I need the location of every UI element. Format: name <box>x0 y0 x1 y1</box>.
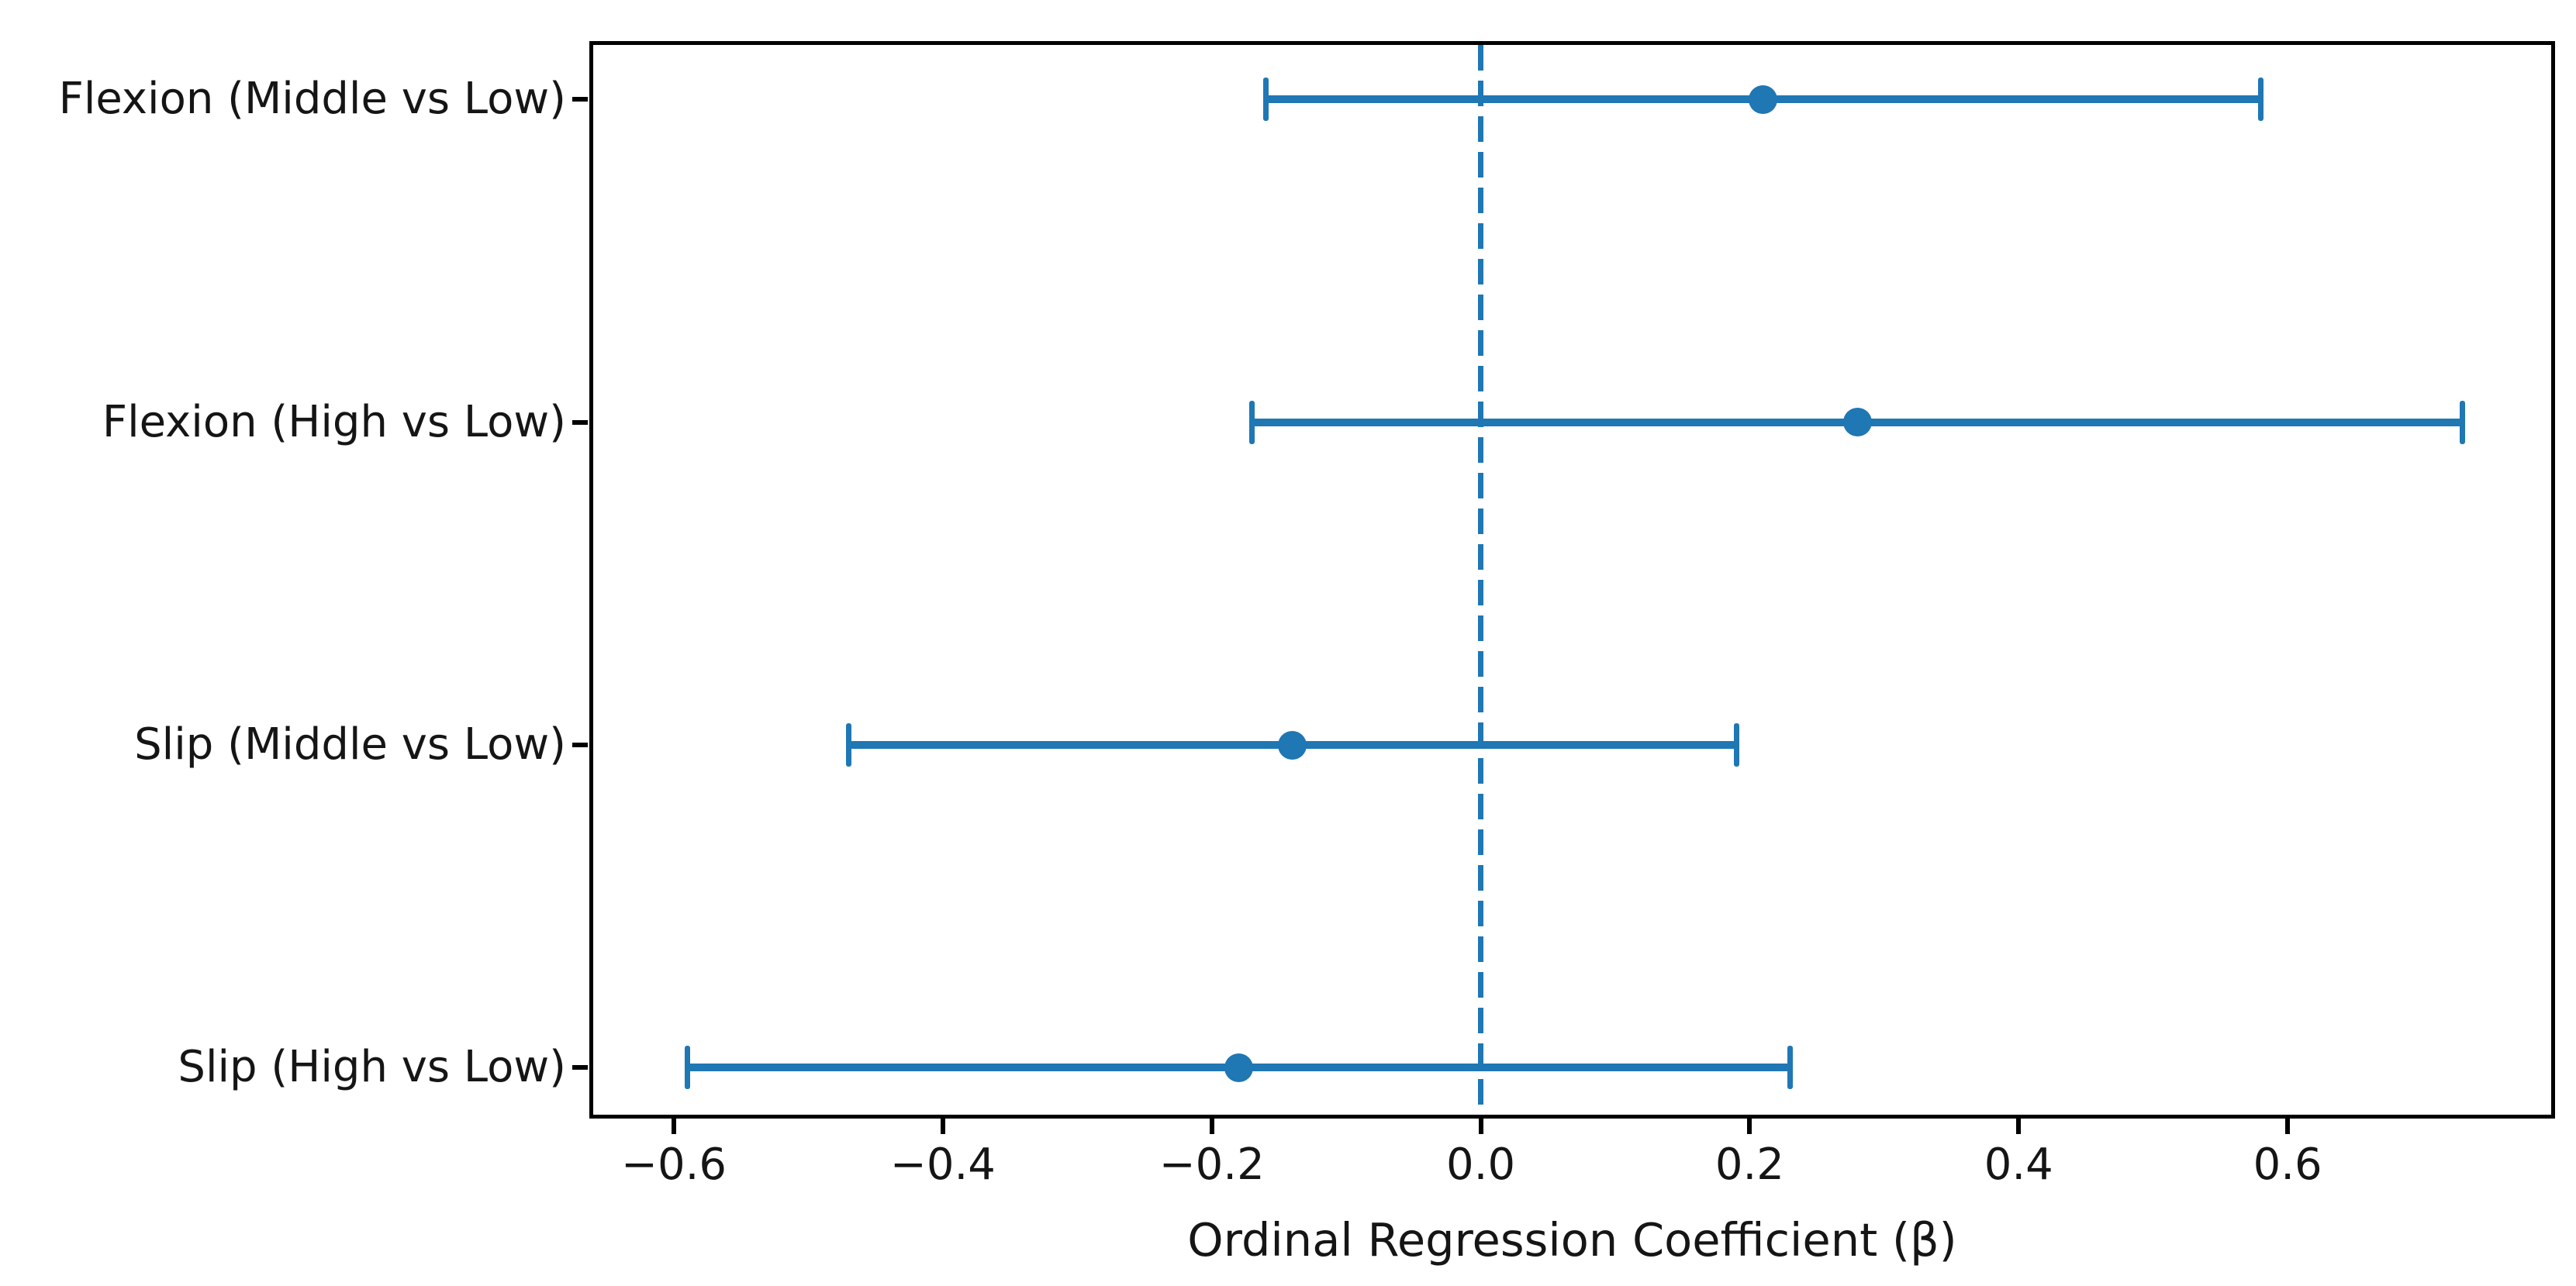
x-axis-tick <box>1478 1119 1483 1134</box>
error-bar-cap-low <box>845 723 851 767</box>
x-axis-tick-label: 0.4 <box>1984 1139 2053 1190</box>
y-axis-category-label: Flexion (Middle vs Low) <box>58 74 566 125</box>
error-bar-cap-high <box>2460 400 2466 444</box>
error-bar-cap-high <box>1733 723 1739 767</box>
y-axis-tick <box>572 1065 588 1071</box>
x-axis-tick <box>672 1119 677 1134</box>
x-axis-tick <box>2285 1119 2291 1134</box>
y-axis-tick <box>572 97 588 102</box>
y-axis-tick <box>572 743 588 748</box>
x-axis-tick <box>1209 1119 1214 1134</box>
zero-reference-line <box>1478 45 1484 1115</box>
error-bar-cap-high <box>1787 1046 1793 1090</box>
x-axis-tick-label: 0.6 <box>2253 1139 2322 1190</box>
x-axis-label: Ordinal Regression Coefficient (β) <box>1187 1213 1957 1267</box>
y-axis-category-label: Flexion (High vs Low) <box>102 396 566 447</box>
x-axis-tick-label: 0.0 <box>1446 1139 1516 1190</box>
error-bar-cap-high <box>2257 78 2263 122</box>
x-axis-tick-label: −0.2 <box>1159 1139 1265 1190</box>
x-axis-tick <box>940 1119 945 1134</box>
data-point-marker <box>1749 84 1778 114</box>
y-axis-category-label: Slip (High vs Low) <box>178 1042 566 1093</box>
y-axis-tick <box>572 419 588 425</box>
plot-area-frame <box>589 41 2555 1119</box>
x-axis-tick <box>2016 1119 2022 1134</box>
data-point-marker <box>1278 730 1307 760</box>
y-axis-category-label: Slip (Middle vs Low) <box>134 719 566 771</box>
error-bar-cap-low <box>1249 400 1255 444</box>
x-axis-tick <box>1747 1119 1752 1134</box>
data-point-marker <box>1224 1053 1253 1082</box>
error-bar-cap-low <box>684 1046 690 1090</box>
x-axis-tick-label: −0.4 <box>889 1139 996 1190</box>
data-point-marker <box>1842 408 1872 437</box>
x-axis-tick-label: −0.6 <box>621 1139 727 1190</box>
error-bar-cap-low <box>1262 78 1269 122</box>
x-axis-tick-label: 0.2 <box>1714 1139 1784 1190</box>
